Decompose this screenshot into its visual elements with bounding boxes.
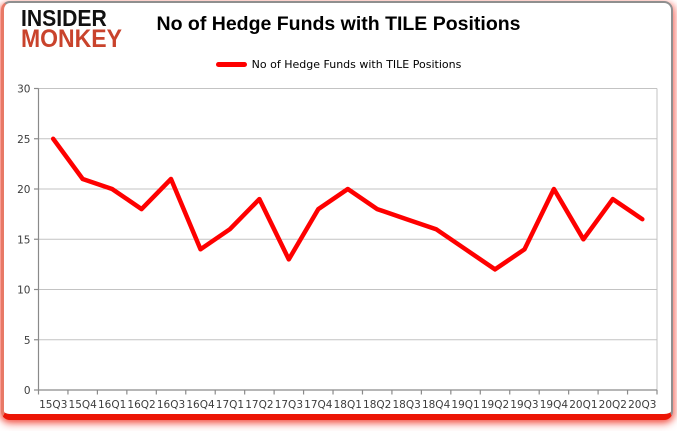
axis-ticks [34,87,658,395]
legend-line-swatch [215,62,247,67]
series-line-hedge-funds [50,136,645,272]
logo-text-monkey: MONKEY [21,25,122,53]
svg-text:19Q3: 19Q3 [510,399,538,411]
svg-text:25: 25 [17,134,30,146]
svg-text:16Q1: 16Q1 [98,399,126,411]
svg-text:20: 20 [17,184,30,196]
svg-text:19Q4: 19Q4 [540,399,569,411]
svg-text:10: 10 [17,285,30,297]
svg-text:18Q4: 18Q4 [422,399,451,411]
svg-text:15: 15 [17,234,30,246]
svg-text:18Q3: 18Q3 [392,399,420,411]
svg-text:15Q4: 15Q4 [69,399,98,411]
svg-text:15Q3: 15Q3 [39,399,67,411]
gridlines [38,88,657,341]
svg-text:19Q1: 19Q1 [451,399,479,411]
svg-text:19Q2: 19Q2 [481,399,509,411]
insider-monkey-logo: INSIDER MONKEY [21,5,131,53]
chart-card [1,1,673,420]
legend-label: No of Hedge Funds with TILE Positions [251,58,462,71]
svg-text:17Q1: 17Q1 [216,399,244,411]
y-axis-labels: 0 5 10 15 20 25 30 [17,84,30,398]
svg-text:16Q3: 16Q3 [157,399,185,411]
svg-text:0: 0 [24,385,31,397]
svg-text:16Q4: 16Q4 [186,399,215,411]
chart-legend: No of Hedge Funds with TILE Positions [0,58,677,71]
svg-text:18Q2: 18Q2 [363,399,391,411]
logo-text-insider: INSIDER [21,5,107,31]
svg-text:20Q1: 20Q1 [569,399,597,411]
svg-text:17Q4: 17Q4 [304,399,333,411]
svg-text:16Q2: 16Q2 [127,399,155,411]
svg-text:5: 5 [24,335,31,347]
svg-text:18Q1: 18Q1 [334,399,362,411]
svg-text:17Q3: 17Q3 [275,399,303,411]
svg-text:17Q2: 17Q2 [245,399,273,411]
chart-title: No of Hedge Funds with TILE Positions [156,13,521,35]
svg-text:20Q3: 20Q3 [628,399,656,411]
svg-text:30: 30 [17,84,30,96]
x-axis-labels: 15Q3 15Q4 16Q1 16Q2 16Q3 16Q4 17Q1 17Q2 17Q3 17Q4… [39,399,656,411]
svg-text:20Q2: 20Q2 [599,399,627,411]
